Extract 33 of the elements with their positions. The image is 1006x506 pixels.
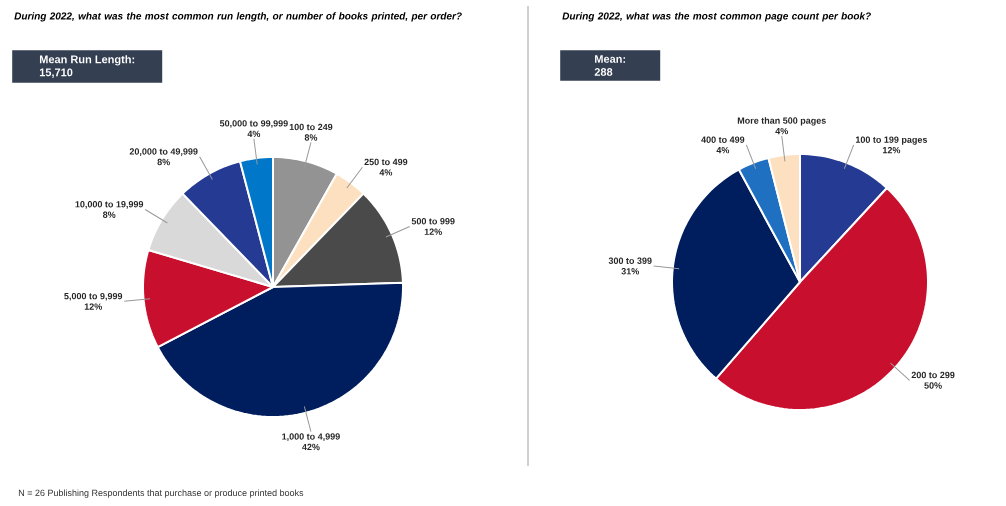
- data-label: 42%: [302, 443, 320, 451]
- slice-label: 200 to 299: [911, 371, 955, 379]
- slice-label: More than 500 pages: [737, 117, 826, 126]
- data-label: 8%: [102, 211, 116, 218]
- text: Mean:: [595, 55, 626, 63]
- text: N = 26 Publishing Respondents that purchase or produce printed books: [18, 489, 304, 498]
- data-label: 31%: [621, 268, 639, 275]
- data-label: 4%: [247, 130, 261, 138]
- slice-label: 400 to 499: [701, 136, 745, 143]
- slice-label: 300 to 399: [608, 257, 652, 264]
- chart-title: During 2022, what was the most common run length, or number of books printed, per order?: [14, 12, 462, 22]
- data-label: 12%: [882, 147, 901, 154]
- text: 15,710: [39, 68, 73, 78]
- data-label: 50%: [924, 382, 942, 389]
- slice-label: 1,000 to 4,999: [282, 433, 340, 441]
- data-label: 4%: [716, 147, 730, 154]
- data-label: 4%: [379, 169, 393, 176]
- data-label: 8%: [304, 134, 318, 141]
- data-label: 12%: [424, 228, 442, 235]
- slice-label: 5,000 to 9,999: [64, 292, 123, 301]
- data-label: 4%: [775, 127, 789, 135]
- slice-label: 50,000 to 99,999: [219, 120, 288, 128]
- slice-label: 500 to 999: [411, 218, 455, 225]
- chart-title: During 2022, what was the most common page count per book?: [562, 12, 871, 22]
- slice-label: 250 to 499: [364, 158, 408, 166]
- data-label: 8%: [157, 158, 170, 166]
- text: 288: [594, 68, 613, 76]
- slice-label: 100 to 199 pages: [855, 136, 928, 145]
- slice-label: 10,000 to 19,999: [75, 201, 144, 209]
- text: Mean Run Length:: [39, 55, 135, 66]
- slice-label: 20,000 to 49,999: [129, 148, 198, 156]
- data-label: 12%: [84, 303, 102, 310]
- slice-label: 100 to 249: [289, 123, 333, 131]
